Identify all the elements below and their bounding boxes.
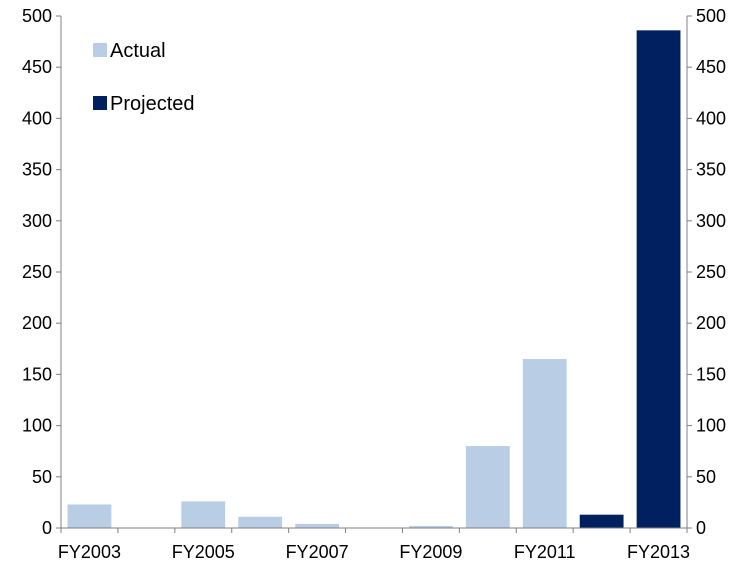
left-y-tick-label: 100	[22, 416, 52, 436]
right-y-tick-label: 150	[696, 364, 726, 384]
right-y-tick-label: 350	[696, 160, 726, 180]
left-y-tick-label: 0	[42, 518, 52, 538]
right-y-tick-label: 50	[696, 467, 716, 487]
legend-swatch-projected	[93, 96, 107, 110]
x-tick-label: FY2011	[514, 542, 576, 562]
x-tick-label: FY2003	[58, 542, 121, 562]
right-y-tick-label: 250	[696, 262, 726, 282]
left-y-tick-label: 400	[22, 108, 52, 128]
right-y-tick-label: 450	[696, 57, 726, 77]
right-y-tick-label: 300	[696, 211, 726, 231]
legend-label-actual: Actual	[110, 40, 166, 62]
axes-group	[56, 15, 692, 533]
bars-group	[67, 30, 681, 529]
left-y-tick-label: 450	[22, 57, 52, 77]
left-y-tick-label: 300	[22, 211, 52, 231]
left-y-tick-label: 350	[22, 160, 52, 180]
right-y-tick-labels: 0 50 100 150 200 250 300 350 400 450 500	[696, 6, 726, 538]
legend-swatch-actual	[93, 43, 107, 57]
x-tick-label: FY2009	[399, 542, 462, 562]
right-y-tick-label: 0	[696, 518, 706, 538]
bar-actual-fy2006	[238, 516, 283, 528]
legend-label-projected: Projected	[110, 93, 195, 115]
x-tick-label: FY2013	[627, 542, 690, 562]
bar-actual-fy2011	[522, 359, 567, 528]
legend: Actual Projected	[93, 40, 195, 115]
bar-actual-fy2009	[409, 525, 453, 528]
x-tick-labels: FY2003 FY2005 FY2007 FY2009 FY2011 FY2013	[58, 542, 690, 562]
left-y-tick-label: 250	[22, 262, 52, 282]
x-tick-label: FY2005	[172, 542, 235, 562]
bar-actual-fy2005	[181, 501, 226, 528]
bar-actual-fy2007	[295, 523, 339, 528]
left-y-tick-label: 150	[22, 364, 52, 384]
bar-projected-fy2013	[636, 30, 681, 529]
bar-actual-fy2003	[67, 504, 112, 528]
left-y-tick-label: 200	[22, 313, 52, 333]
left-y-tick-label: 50	[32, 467, 52, 487]
left-y-tick-label: 500	[22, 6, 52, 26]
x-tick-label: FY2007	[286, 542, 349, 562]
bar-projected-fy2012	[579, 514, 624, 528]
right-y-tick-label: 400	[696, 108, 726, 128]
right-y-tick-label: 200	[696, 313, 726, 333]
right-y-tick-label: 500	[696, 6, 726, 26]
bar-actual-fy2010	[465, 446, 510, 528]
right-y-tick-label: 100	[696, 416, 726, 436]
left-y-tick-labels: 0 50 100 150 200 250 300 350 400 450 500	[22, 6, 52, 538]
